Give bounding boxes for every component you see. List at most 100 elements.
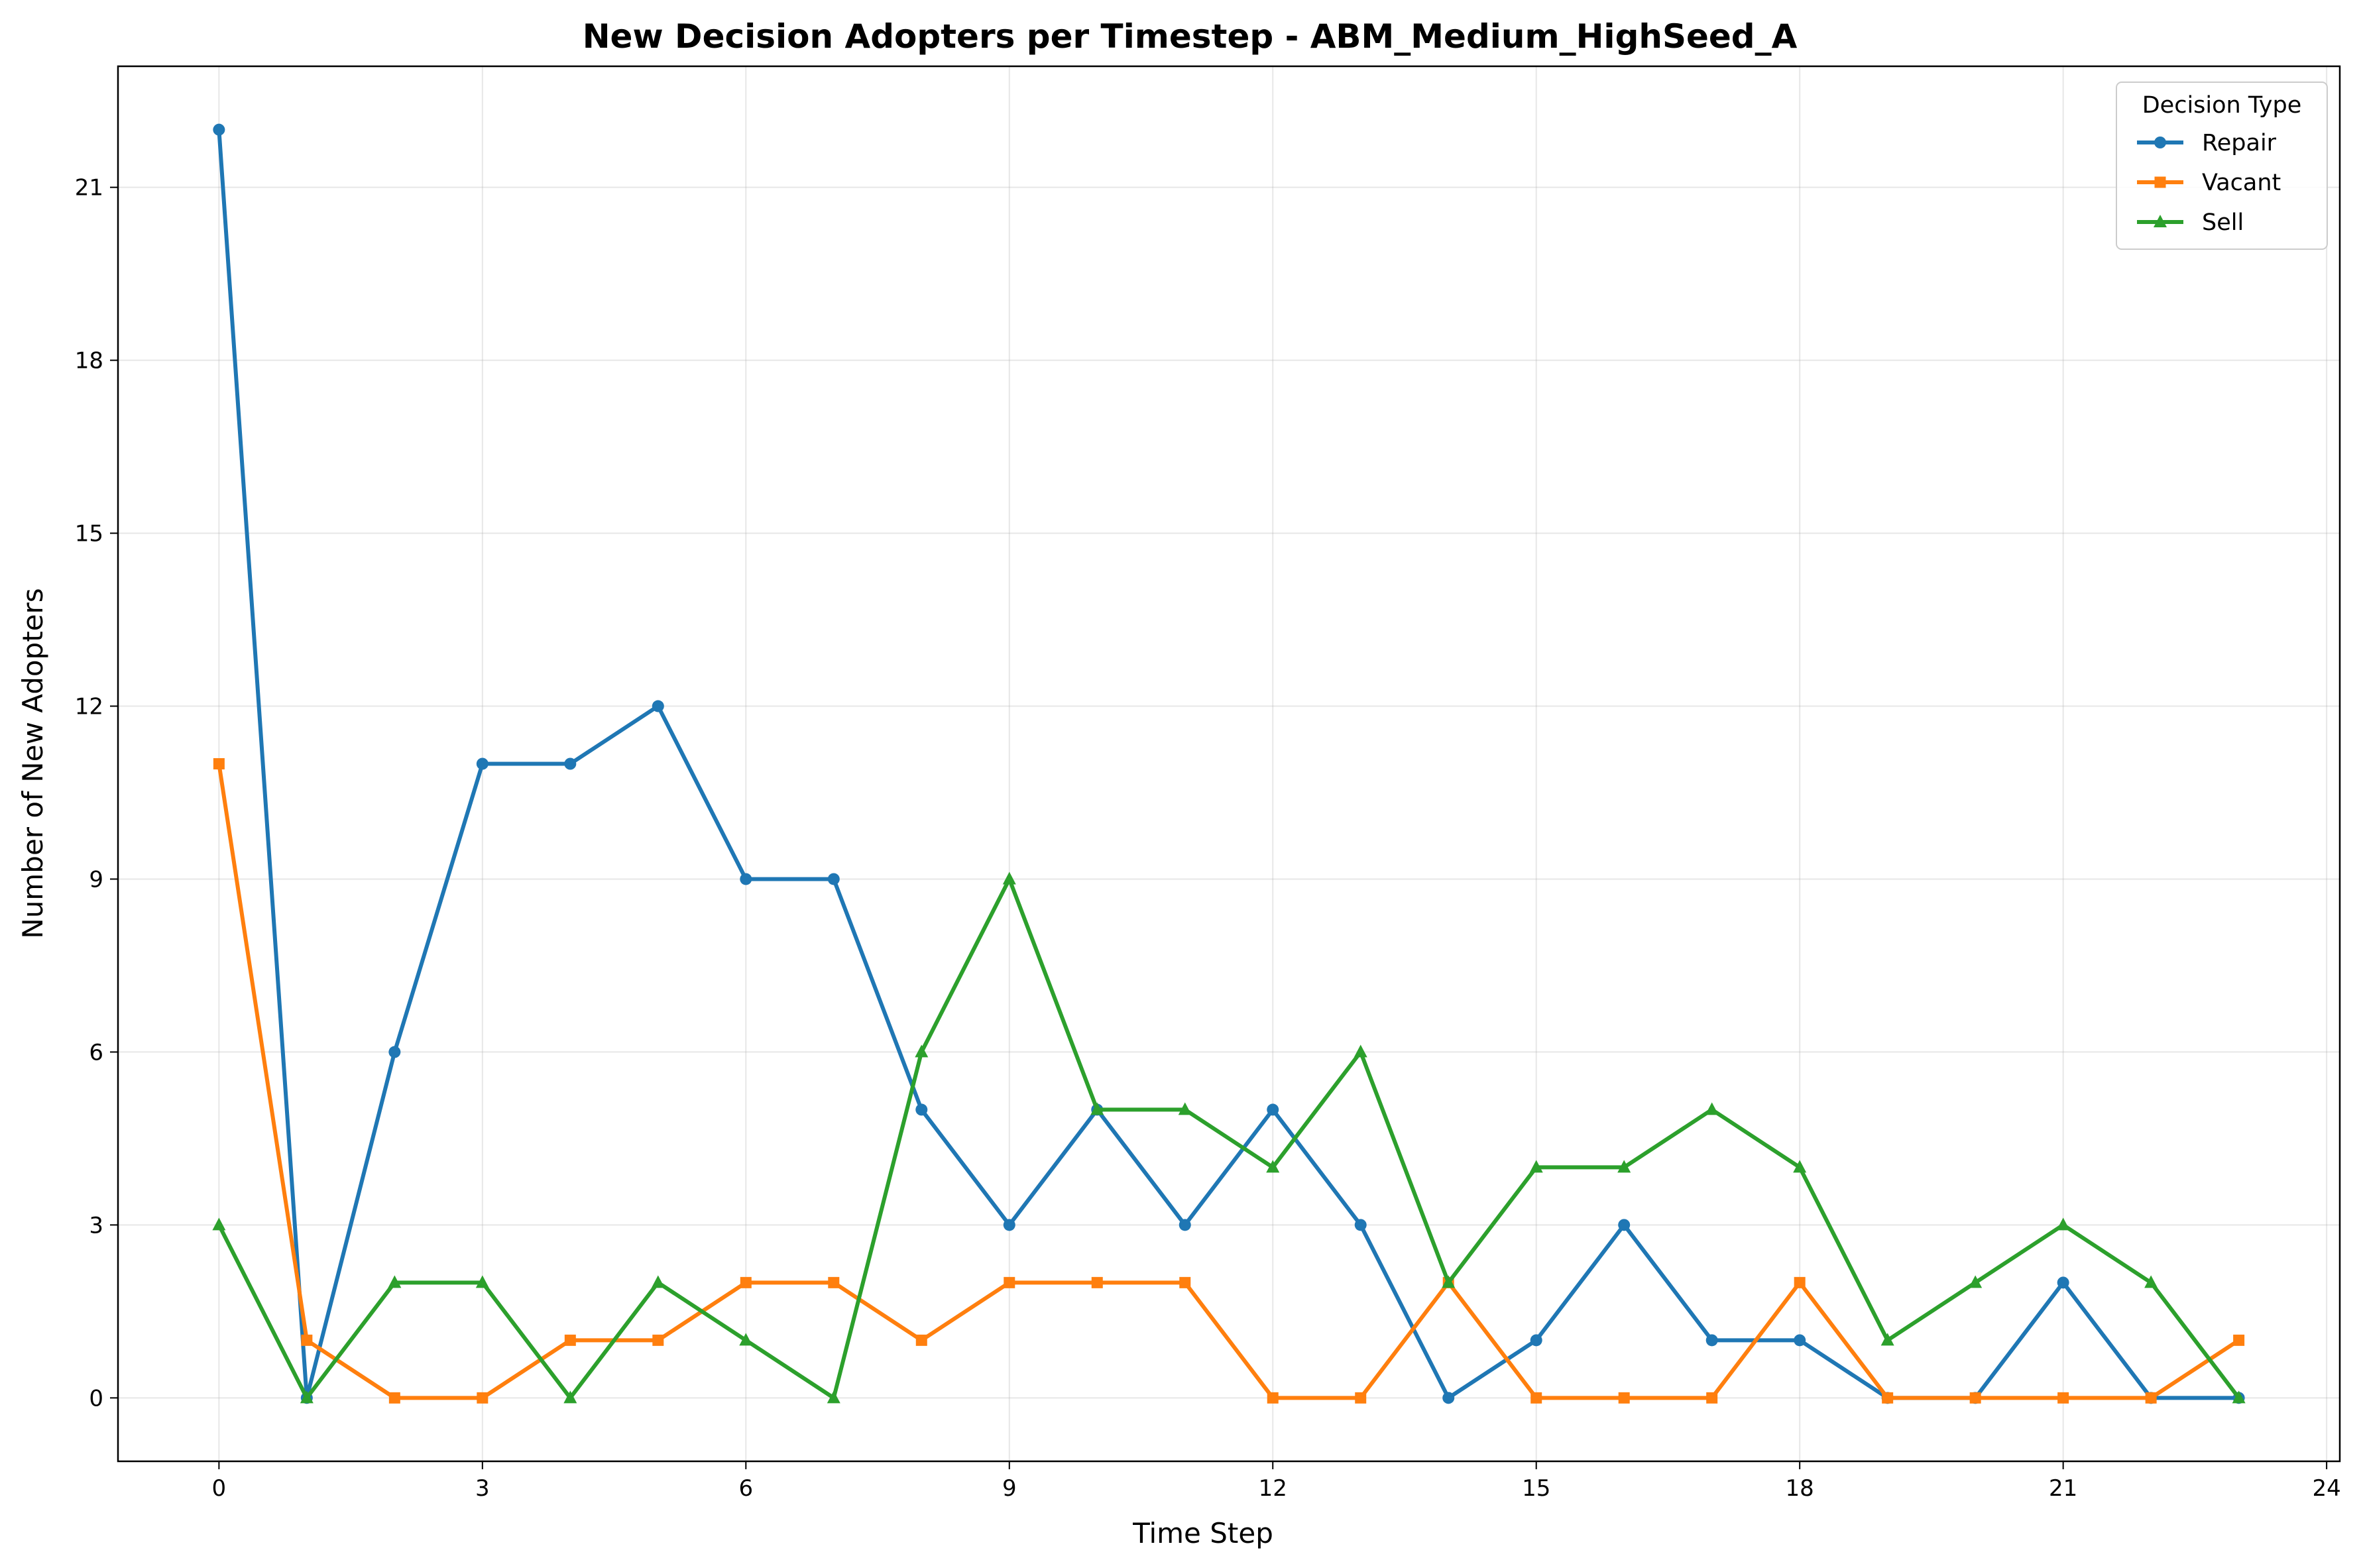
y-tick-label: 9 xyxy=(89,866,103,893)
repair-point xyxy=(740,873,752,885)
sell-point xyxy=(1529,1160,1543,1173)
legend-title: Decision Type xyxy=(2142,92,2302,119)
x-axis-label: Time Step xyxy=(1132,1517,1273,1549)
x-tick-label: 6 xyxy=(738,1475,753,1502)
vacant-point xyxy=(1530,1392,1542,1404)
sell-point xyxy=(1002,871,1016,885)
series-vacant xyxy=(213,758,2245,1404)
sell-point xyxy=(1880,1333,1894,1346)
sell-point xyxy=(1178,1102,1192,1115)
sell-point xyxy=(2232,1390,2246,1404)
legend-label: Sell xyxy=(2202,209,2244,236)
vacant-point xyxy=(1794,1276,1806,1288)
vacant-point xyxy=(1618,1392,1630,1404)
legend-label: Repair xyxy=(2202,130,2277,156)
sell-line xyxy=(217,877,2241,1400)
axis-ticks: 0 3 6 9 12 15 18 21 24 0 3 6 9 12 15 18 21 xyxy=(75,175,2341,1502)
series-sell xyxy=(212,871,2246,1404)
repair-point xyxy=(1354,1219,1367,1231)
y-tick-label: 15 xyxy=(75,521,103,547)
legend-swatch-marker xyxy=(2154,176,2166,188)
repair-point xyxy=(1442,1392,1455,1404)
y-tick-label: 6 xyxy=(89,1039,103,1066)
vacant-point xyxy=(1179,1276,1191,1288)
repair-point xyxy=(213,123,225,136)
sell-point xyxy=(915,1044,929,1058)
repair-point xyxy=(564,757,577,770)
vacant-line xyxy=(217,761,2241,1400)
legend-item-sell: Sell xyxy=(2137,209,2244,236)
repair-point xyxy=(1794,1334,1806,1347)
vacant-point xyxy=(2233,1334,2245,1346)
vacant-point xyxy=(2057,1392,2069,1404)
repair-point xyxy=(1530,1334,1542,1347)
sell-point xyxy=(2056,1217,2070,1231)
y-tick-label: 3 xyxy=(89,1212,103,1239)
repair-point xyxy=(476,757,489,770)
repair-point xyxy=(827,873,840,885)
sell-point xyxy=(212,1217,226,1231)
vacant-point xyxy=(1706,1392,1718,1404)
legend-swatch-marker xyxy=(2154,215,2167,227)
legend: Decision Type Repair Vacant Sell xyxy=(2116,82,2328,250)
repair-point xyxy=(388,1046,401,1058)
x-tick-label: 0 xyxy=(212,1475,227,1502)
x-tick-label: 18 xyxy=(1786,1475,1814,1502)
y-tick-label: 21 xyxy=(75,175,103,201)
repair-point xyxy=(1705,1334,1718,1347)
vacant-point xyxy=(564,1334,576,1346)
sell-point xyxy=(1090,1102,1104,1115)
sell-point xyxy=(1442,1275,1456,1288)
vacant-point xyxy=(388,1392,400,1404)
vacant-point xyxy=(652,1334,664,1346)
sell-point xyxy=(388,1275,402,1288)
sell-point xyxy=(1266,1160,1280,1173)
y-tick-label: 12 xyxy=(75,694,103,720)
x-tick-label: 15 xyxy=(1522,1475,1550,1502)
vacant-point xyxy=(213,758,225,769)
sell-point xyxy=(563,1390,577,1404)
plot-frame xyxy=(117,65,2341,1463)
legend-item-repair: Repair xyxy=(2137,130,2277,156)
repair-point xyxy=(1179,1219,1191,1231)
legend-swatch-marker xyxy=(2154,137,2166,148)
x-tick-label: 21 xyxy=(2049,1475,2077,1502)
repair-point xyxy=(1618,1219,1631,1231)
vacant-point xyxy=(740,1276,752,1288)
sell-point xyxy=(2144,1275,2158,1288)
vacant-point xyxy=(1355,1392,1367,1404)
x-tick-label: 12 xyxy=(1259,1475,1287,1502)
sell-point xyxy=(1705,1102,1719,1115)
chart-title: New Decision Adopters per Timestep - ABM… xyxy=(583,17,1798,56)
x-tick-label: 3 xyxy=(475,1475,490,1502)
vacant-point xyxy=(1882,1392,1894,1404)
repair-point xyxy=(1267,1103,1279,1116)
vacant-point xyxy=(1969,1392,1981,1404)
vacant-point xyxy=(1004,1276,1015,1288)
repair-point xyxy=(652,700,664,712)
vacant-point xyxy=(2145,1392,2157,1404)
vacant-point xyxy=(915,1334,927,1346)
x-tick-label: 24 xyxy=(2312,1475,2340,1502)
y-axis-label: Number of New Adopters xyxy=(17,588,49,938)
sell-point xyxy=(739,1333,753,1346)
x-tick-label: 9 xyxy=(1002,1475,1017,1502)
repair-point xyxy=(915,1103,928,1116)
sell-point xyxy=(475,1275,489,1288)
sell-point xyxy=(300,1390,314,1404)
series-lines xyxy=(212,123,2246,1404)
sell-point xyxy=(1617,1160,1631,1173)
vacant-point xyxy=(828,1276,840,1288)
vacant-point xyxy=(301,1334,313,1346)
y-tick-label: 0 xyxy=(89,1385,103,1412)
repair-point xyxy=(2057,1276,2069,1289)
legend-label: Vacant xyxy=(2202,170,2281,196)
vacant-point xyxy=(1267,1392,1279,1404)
legend-item-vacant: Vacant xyxy=(2137,170,2281,196)
repair-point xyxy=(1003,1219,1015,1231)
vacant-point xyxy=(1091,1276,1103,1288)
sell-point xyxy=(1793,1160,1807,1173)
y-tick-label: 18 xyxy=(75,348,103,374)
vacant-point xyxy=(477,1392,489,1404)
